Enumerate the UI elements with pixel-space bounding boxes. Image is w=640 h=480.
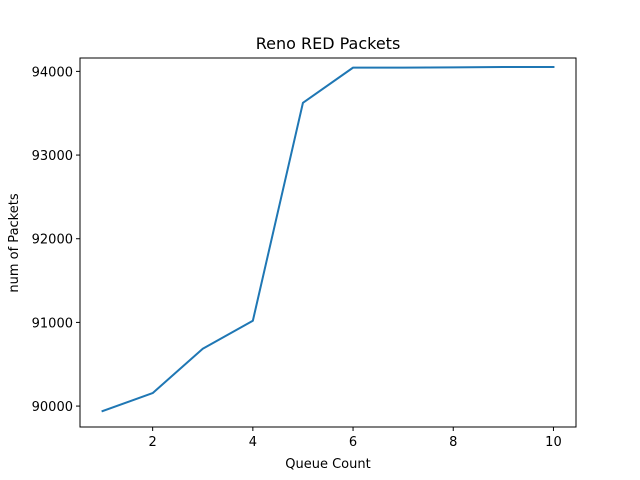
- series-line-0: [101, 66, 555, 413]
- y-axis-label: num of Packets: [7, 193, 22, 292]
- y-tick-label-90000: 90000: [32, 400, 73, 415]
- axes-frame: [79, 57, 577, 428]
- plot-lines: [101, 66, 555, 413]
- x-tick-label-8: 8: [449, 435, 457, 450]
- x-tick-label-10: 10: [545, 435, 562, 450]
- y-tick-label-92000: 92000: [32, 233, 73, 248]
- axis-ticks: 2 4 6 8 10 90000 91000 92000 93000 94000: [32, 65, 562, 450]
- x-tick-label-2: 2: [149, 435, 157, 450]
- x-tick-label-6: 6: [349, 435, 357, 450]
- chart-title: Reno RED Packets: [256, 34, 401, 53]
- data-points: [102, 67, 554, 412]
- x-axis-label: Queue Count: [285, 457, 370, 472]
- x-tick-label-4: 4: [249, 435, 257, 450]
- y-tick-label-94000: 94000: [32, 65, 73, 80]
- y-tick-label-91000: 91000: [32, 316, 73, 331]
- y-tick-label-93000: 93000: [32, 149, 73, 164]
